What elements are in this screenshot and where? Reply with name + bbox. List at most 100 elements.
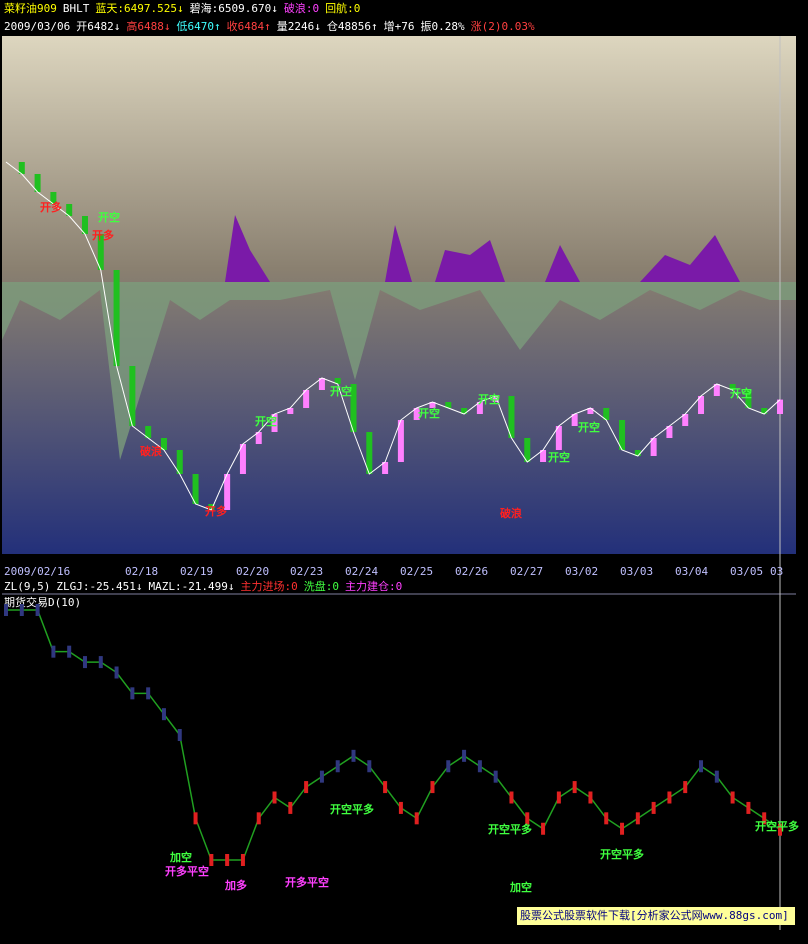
header-item: 碧海:6509.670↓ — [190, 1, 278, 15]
zlgj-bar — [319, 770, 324, 783]
candle — [555, 426, 562, 450]
candle — [113, 270, 120, 366]
candle — [192, 474, 199, 504]
indicator-item: ZL(9,5) — [4, 580, 50, 593]
header-item: 破浪:0 — [284, 1, 319, 15]
watermark: 股票公式股票软件下载[分析家公式网www.88gs.com] — [520, 908, 789, 922]
candle — [239, 444, 246, 474]
zlgj-bar — [82, 656, 87, 669]
quote-item: 量2246↓ — [277, 20, 321, 33]
candle — [81, 216, 88, 234]
zlgj-bar — [288, 801, 293, 814]
header-item: 菜籽油909 — [4, 1, 57, 15]
quote-item: 收6484↑ — [227, 19, 271, 33]
zlgj-bar — [620, 822, 625, 835]
candle — [745, 390, 752, 408]
candle — [18, 162, 25, 174]
candle — [382, 462, 389, 474]
annotation: 开空平多 — [600, 847, 644, 861]
candle — [287, 408, 294, 414]
header-item: 回航:0 — [325, 1, 360, 15]
zlgj-bar — [762, 812, 767, 825]
candle — [34, 174, 41, 192]
candle — [492, 396, 499, 402]
zlgj-bar — [19, 604, 24, 616]
candle — [571, 414, 578, 426]
candle — [603, 408, 610, 420]
zlgj-bar — [746, 801, 751, 814]
quote-item: 涨(2)0.03% — [471, 20, 535, 33]
indicator-item: 主力建仓:0 — [345, 579, 402, 593]
zlgj-bar — [699, 760, 704, 773]
candle — [97, 234, 104, 270]
candle — [682, 414, 689, 426]
annotation: 开多 — [40, 200, 62, 214]
zlgj-bar — [4, 604, 8, 616]
zlgj-bar — [35, 604, 40, 616]
zlgj-bar — [414, 812, 419, 825]
candle — [318, 378, 325, 390]
date-label: 02/20 — [236, 565, 269, 578]
annotation: 开空 — [98, 210, 120, 224]
annotation: 破浪 — [500, 506, 522, 520]
candle — [634, 450, 641, 456]
zlgj-bar — [588, 791, 593, 804]
candle — [160, 438, 167, 450]
zlgj-line — [6, 609, 781, 861]
candle — [761, 408, 768, 414]
date-label: 02/26 — [455, 565, 488, 578]
annotation: 开多平空 — [285, 875, 329, 889]
candle — [587, 408, 594, 414]
header-item: BHLT — [63, 2, 90, 15]
candle — [50, 192, 57, 204]
annotation: 开空 — [548, 450, 570, 464]
zlgj-bar — [778, 823, 782, 836]
zlgj-bar — [541, 822, 546, 835]
candle — [461, 408, 468, 414]
date-label: 03 — [770, 565, 783, 578]
zlgj-bar — [256, 812, 261, 825]
annotation: 加多 — [224, 878, 247, 892]
candle — [224, 474, 231, 510]
annotation: 开空 — [330, 384, 352, 398]
annotation: 开多平空 — [165, 864, 209, 878]
candle — [303, 390, 310, 408]
indicator-item: ZLGJ:-25.451↓ — [56, 580, 142, 593]
candle — [397, 420, 404, 462]
close-line — [5, 161, 781, 511]
zlgj-bar — [572, 781, 577, 794]
zlgj-bar — [146, 687, 151, 700]
zlgj-bar — [351, 749, 356, 762]
zlgj-bar — [240, 854, 245, 866]
header-item: 蓝天:6497.525↓ — [95, 2, 183, 15]
zlgj-bar — [604, 812, 609, 825]
date-label: 02/24 — [345, 565, 378, 578]
annotation: 开空 — [578, 420, 600, 434]
annotation: 加空 — [509, 880, 532, 894]
annotation: 开空 — [478, 392, 500, 406]
zlgj-bar — [635, 812, 640, 825]
candle — [445, 402, 452, 408]
date-label: 02/19 — [180, 565, 213, 578]
candle — [540, 450, 547, 462]
zlgj-bar — [446, 760, 451, 773]
zlgj-bar — [161, 708, 166, 721]
candle — [208, 504, 215, 510]
quote-item: 2009/03/06 — [4, 20, 70, 33]
zlgj-bar — [398, 801, 403, 814]
zlgj-bar — [430, 781, 435, 794]
zlgj-bar — [51, 645, 56, 658]
zlgj-bar — [114, 666, 119, 679]
quote-item: 振0.28% — [420, 19, 464, 33]
zlgj-bar — [335, 760, 340, 773]
candle — [129, 366, 136, 426]
zlgj-bar — [383, 781, 388, 794]
annotation: 开多 — [92, 228, 114, 242]
zlgj-bar — [130, 687, 135, 700]
indicator-item: MAZL:-21.499↓ — [148, 580, 234, 593]
indicator-item: 主力进场:0 — [241, 579, 298, 593]
candle — [366, 432, 373, 474]
candle — [619, 420, 626, 450]
zlgj-bar — [730, 791, 735, 804]
zlgj-bar — [67, 645, 72, 658]
